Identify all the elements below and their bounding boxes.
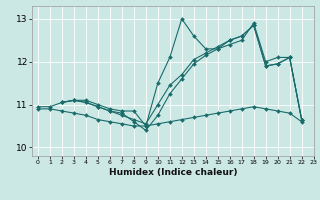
- X-axis label: Humidex (Indice chaleur): Humidex (Indice chaleur): [108, 168, 237, 177]
